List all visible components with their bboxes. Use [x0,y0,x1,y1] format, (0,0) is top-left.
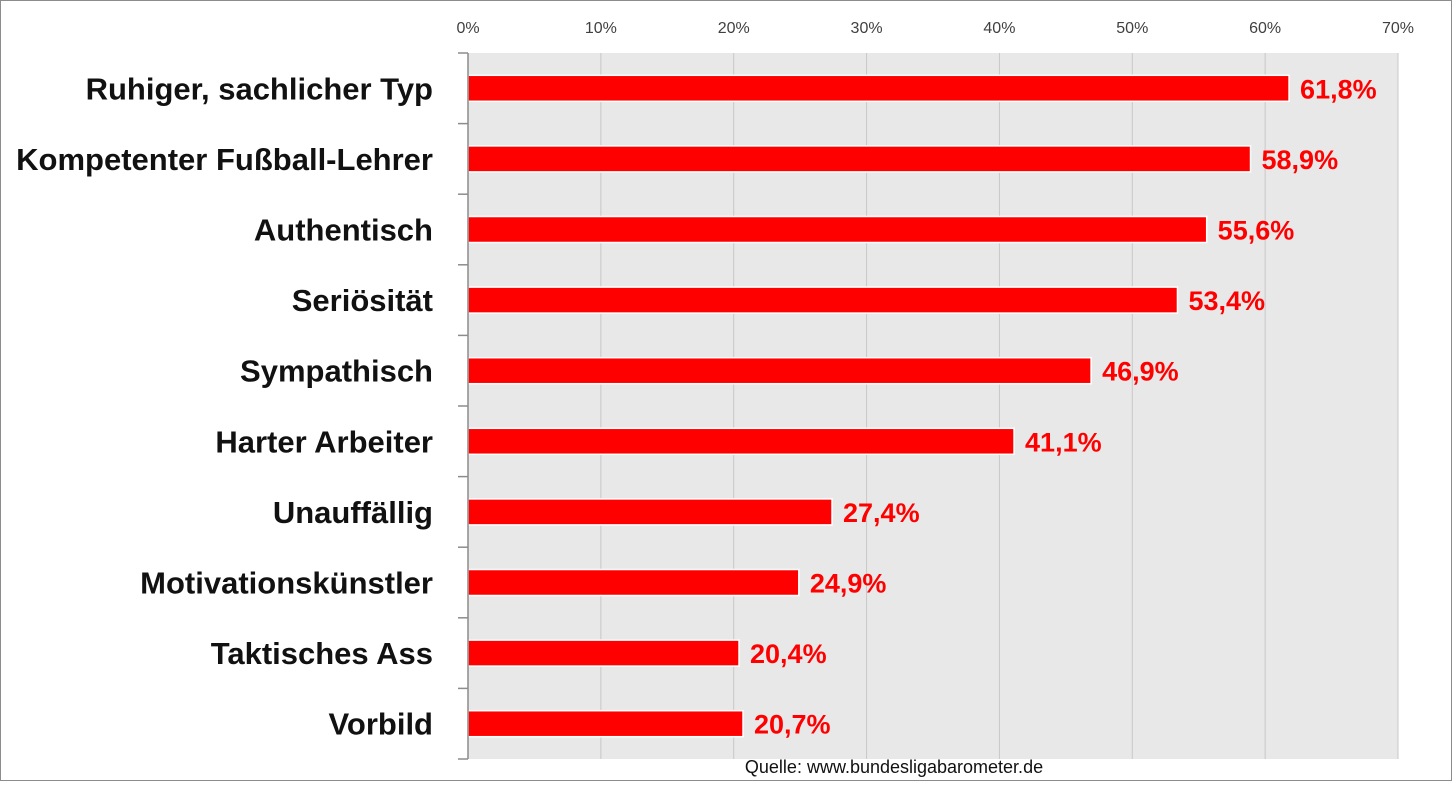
bar [467,356,1092,385]
category-label: Seriösität [292,283,433,318]
category-label: Authentisch [254,213,433,248]
bar [467,568,800,597]
x-tick-label: 60% [1249,20,1281,37]
x-tick-label: 20% [718,20,750,37]
category-label: Unauffällig [273,495,433,530]
data-label: 61,8% [1300,74,1377,104]
data-label: 20,7% [754,710,831,740]
y-axis-ticks [458,52,468,760]
bar [467,74,1290,103]
category-label: Motivationskünstler [140,566,433,601]
x-tick-label: 0% [456,20,479,37]
x-axis-ticks: 0% 10% 20% 30% 40% 50% 60% 70% [456,20,1414,37]
bar [467,498,833,526]
bar [467,427,1015,456]
data-label: 27,4% [843,498,920,528]
x-tick-label: 70% [1382,20,1414,37]
x-tick-label: 10% [585,20,617,37]
bar [467,215,1208,244]
category-label: Kompetenter Fußball-Lehrer [16,142,433,177]
data-label: 46,9% [1102,357,1179,387]
bar [467,145,1252,173]
data-label: 20,4% [750,639,827,669]
data-label: 24,9% [810,569,887,599]
bars [467,74,1290,738]
bar [467,709,744,738]
bar [467,639,740,667]
x-tick-label: 30% [851,20,883,37]
category-label: Harter Arbeiter [215,424,433,459]
x-tick-label: 40% [983,20,1015,37]
bar [467,286,1179,314]
data-label: 58,9% [1262,145,1339,175]
data-labels: 61,8% 58,9% 55,6% 53,4% 46,9% 41,1% 27,4% 24,9%… [750,74,1377,739]
category-label: Sympathisch [240,354,433,389]
category-labels: Ruhiger, sachlicher Typ Kompetenter Fußba… [16,71,433,741]
category-label: Vorbild [329,707,433,742]
data-label: 41,1% [1025,427,1102,457]
data-label: 53,4% [1188,286,1265,316]
data-label: 55,6% [1218,216,1295,246]
source-note: Quelle: www.bundesligabarometer.de [745,757,1043,777]
category-label: Ruhiger, sachlicher Typ [86,71,433,106]
x-tick-label: 50% [1116,20,1148,37]
category-label: Taktisches Ass [211,636,433,671]
